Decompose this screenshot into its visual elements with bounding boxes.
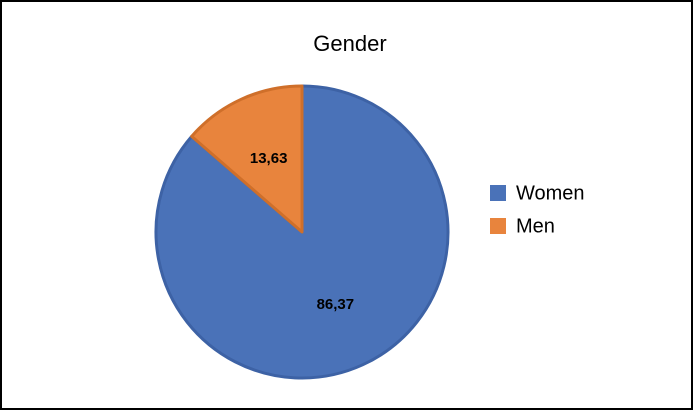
- legend-label: Men: [516, 215, 555, 237]
- legend-swatch: [490, 185, 506, 201]
- legend-label: Women: [516, 182, 585, 204]
- data-label: 86,37: [317, 296, 355, 313]
- chart-title: Gender: [313, 31, 386, 56]
- data-label: 13,63: [250, 150, 288, 167]
- pie-slice: [190, 84, 304, 234]
- legend-swatch: [490, 218, 506, 234]
